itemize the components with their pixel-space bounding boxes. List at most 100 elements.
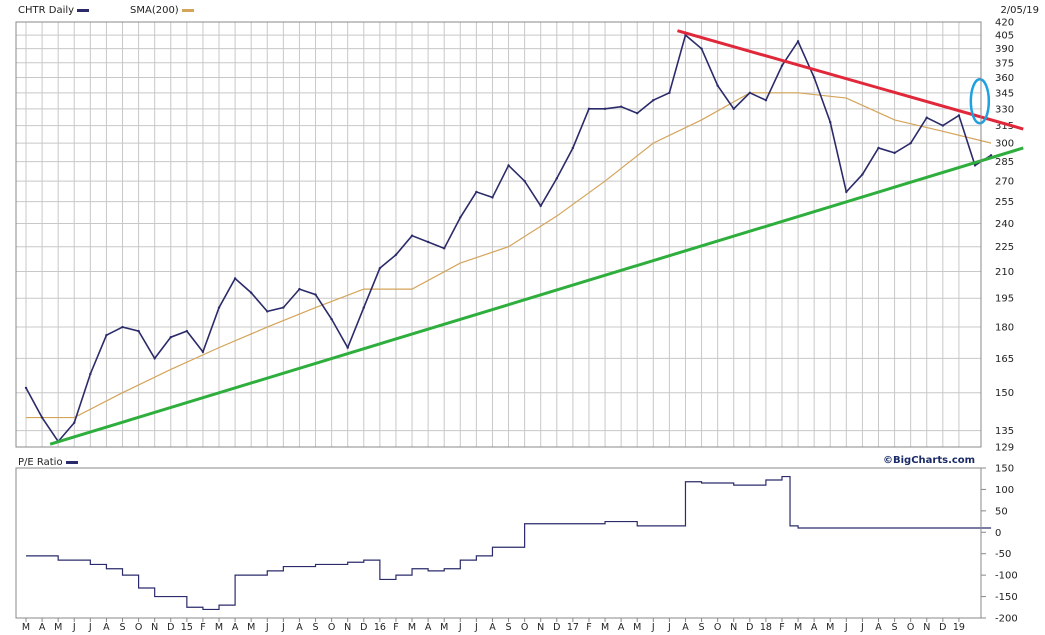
price-point: [716, 84, 718, 86]
x-tick-label: J: [860, 622, 864, 633]
x-tick-label: O: [907, 622, 914, 633]
x-tick-label: A: [489, 622, 496, 633]
y-tick-label: 240: [995, 219, 1014, 230]
x-tick-label: M: [601, 622, 609, 633]
pe-series: [26, 477, 991, 610]
x-tick-label: S: [313, 622, 319, 633]
x-tick-label: 16: [374, 622, 386, 633]
x-tick-label: S: [506, 622, 512, 633]
price-point: [491, 196, 493, 198]
pe-tick-label: -100: [995, 571, 1018, 582]
price-point: [926, 116, 928, 118]
x-tick-label: F: [779, 622, 784, 633]
price-point: [668, 92, 670, 94]
price-point: [813, 76, 815, 78]
price-point: [459, 216, 461, 218]
price-point: [700, 47, 702, 49]
price-point: [218, 306, 220, 308]
price-point: [202, 351, 204, 353]
price-point: [749, 92, 751, 94]
price-point: [427, 241, 429, 243]
price-point: [137, 330, 139, 332]
y-tick-label: 345: [995, 88, 1014, 99]
price-point: [73, 422, 75, 424]
y-tick-label: 195: [995, 294, 1014, 305]
y-tick-label: 129: [995, 443, 1014, 454]
price-point: [346, 346, 348, 348]
price-point: [314, 293, 316, 295]
price-point: [121, 326, 123, 328]
price-point: [797, 40, 799, 42]
x-tick-label: S: [119, 622, 125, 633]
x-tick-label: O: [328, 622, 335, 633]
x-tick-label: 15: [181, 622, 193, 633]
price-point: [829, 121, 831, 123]
x-tick-label: A: [232, 622, 239, 633]
price-point: [186, 330, 188, 332]
price-point: [861, 173, 863, 175]
price-point: [781, 64, 783, 66]
pe-line: [26, 477, 991, 610]
x-tick-label: J: [72, 622, 76, 633]
x-tick-label: D: [553, 622, 560, 633]
x-tick-label: J: [844, 622, 848, 633]
price-point: [958, 114, 960, 116]
x-tick-label: M: [22, 622, 30, 633]
price-point: [507, 164, 509, 166]
x-tick-label: M: [633, 622, 641, 633]
x-tick-label: A: [875, 622, 882, 633]
x-tick-label: M: [826, 622, 834, 633]
x-tick-label: M: [54, 622, 62, 633]
y-tick-label: 390: [995, 44, 1014, 55]
x-tick-label: A: [425, 622, 432, 633]
price-point: [25, 387, 27, 389]
x-tick-label: N: [730, 622, 737, 633]
x-tick-label: S: [892, 622, 898, 633]
y-tick-label: 420: [995, 18, 1014, 29]
price-point: [877, 147, 879, 149]
support-trendline: [50, 148, 1023, 444]
price-point: [250, 292, 252, 294]
x-tick-label: J: [651, 622, 655, 633]
price-point: [475, 191, 477, 193]
x-tick-label: M: [794, 622, 802, 633]
price-point: [41, 416, 43, 418]
price-point: [411, 234, 413, 236]
x-tick-label: J: [265, 622, 269, 633]
price-y-axis: 129 135 150 165 180 195 210 225 240 255 270 285 300 3…: [995, 18, 1014, 454]
y-tick-label: 225: [995, 242, 1014, 253]
price-point: [845, 191, 847, 193]
x-tick-label: M: [440, 622, 448, 633]
x-tick-label: D: [939, 622, 946, 633]
x-tick-label: M: [247, 622, 255, 633]
y-tick-label: 270: [995, 177, 1014, 188]
x-tick-label: A: [39, 622, 46, 633]
price-point: [330, 318, 332, 320]
x-tick-label: J: [474, 622, 478, 633]
price-point: [893, 152, 895, 154]
price-point: [105, 334, 107, 336]
price-point: [556, 177, 558, 179]
price-point: [363, 306, 365, 308]
x-tick-label: J: [667, 622, 671, 633]
x-tick-label: N: [923, 622, 930, 633]
pe-tick-label: 100: [995, 485, 1014, 496]
y-tick-label: 360: [995, 73, 1014, 84]
x-tick-label: F: [393, 622, 398, 633]
price-point: [282, 306, 284, 308]
price-point: [572, 147, 574, 149]
pe-axis: 150100500-50-100-150-200: [981, 464, 1018, 625]
pe-panel-border: [16, 468, 981, 618]
x-tick-label: M: [408, 622, 416, 633]
price-panel-border: [16, 22, 981, 447]
pe-tick-label: -200: [995, 614, 1018, 625]
x-tick-label: J: [281, 622, 285, 633]
price-point: [620, 105, 622, 107]
x-tick-label: J: [458, 622, 462, 633]
x-tick-label: N: [151, 622, 158, 633]
x-tick-label: S: [699, 622, 705, 633]
price-point: [942, 124, 944, 126]
price-point: [636, 112, 638, 114]
price-grid: [16, 22, 981, 447]
